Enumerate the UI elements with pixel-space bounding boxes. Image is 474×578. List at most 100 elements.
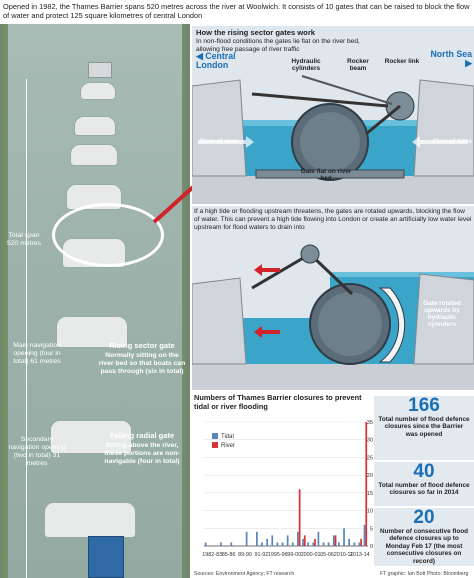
gate-raised-illustration <box>192 244 474 390</box>
falling-gate-body: Sitting above the river, these portions … <box>104 442 180 465</box>
y-tick-label: 25 <box>367 455 373 461</box>
total-span-line <box>26 79 27 578</box>
barrier-gate-hood <box>70 144 118 166</box>
bar-tidal <box>245 531 248 546</box>
aerial-photo <box>0 24 190 578</box>
stat-description: Total number of flood defence closures s… <box>378 482 470 497</box>
bar-tidal <box>343 528 345 546</box>
y-tick-label: 15 <box>367 491 373 497</box>
bar-tidal <box>271 535 274 546</box>
legend-swatch <box>212 433 218 439</box>
hydraulic-cylinders-label: Hydraulic cylinders <box>291 58 321 72</box>
bar-tidal <box>327 542 330 546</box>
bar-river <box>303 535 306 546</box>
bar-tidal <box>302 538 304 546</box>
bar-tidal <box>322 542 325 546</box>
gates-work-title: How the rising sector gates work <box>196 28 315 37</box>
bar-tidal <box>353 542 356 546</box>
bar-tidal <box>297 531 299 546</box>
closures-chart: 0 5 10 15 20 25 30 35 1982-83 85-86 89-90 91-92 1995… <box>202 420 373 558</box>
bar-tidal <box>276 542 279 546</box>
stat-2014-closures: 40 Total number of flood defence closure… <box>374 462 474 506</box>
bar-tidal <box>317 531 320 546</box>
gates-flat-text: In non-flood conditions the gates lie fl… <box>196 38 360 53</box>
barrier-gate-hood <box>44 502 136 538</box>
secondary-navigation-label: Secondary navigation opening (two in tot… <box>8 436 66 467</box>
bar-tidal <box>230 542 233 546</box>
north-sea-label: North Sea ▶ <box>428 50 472 68</box>
falling-gate-title: Falling radial gate <box>109 431 175 440</box>
y-tick-label: 5 <box>370 526 373 532</box>
rising-gate-body: Normally sitting on the river bed so tha… <box>98 352 186 375</box>
stat-number: 20 <box>413 507 435 528</box>
bar-tidal <box>363 524 366 546</box>
bar-tidal <box>358 542 361 546</box>
stat-number: 40 <box>413 461 435 482</box>
total-span-label: Total span 520 metres <box>6 232 41 247</box>
bar-river <box>365 422 368 546</box>
bar-tidal <box>307 542 310 546</box>
y-tick-label: 20 <box>367 473 373 479</box>
central-london-label: ◀ Central London <box>196 52 250 70</box>
bar-tidal <box>312 542 315 546</box>
x-tick-label: 2000-01 <box>301 552 321 558</box>
barrier-gate-hood <box>80 82 116 100</box>
barrier-gate-hood <box>74 116 116 136</box>
bar-tidal <box>204 542 207 546</box>
y-tick-label: 0 <box>370 544 373 550</box>
bar-river <box>314 538 316 546</box>
bar-river <box>298 489 301 546</box>
bar-tidal <box>332 535 335 546</box>
stat-description: Number of consecutive flood defence clos… <box>379 528 469 565</box>
falling-radial-gate-arm <box>88 536 124 578</box>
central-london-text: Central London <box>196 51 236 70</box>
bar-tidal <box>338 542 340 546</box>
river-water <box>8 24 182 578</box>
x-tick-label: 89-90 <box>238 552 252 558</box>
bar-tidal <box>348 538 351 546</box>
stat-consecutive-closures: 20 Number of consecutive flood defence c… <box>374 508 474 566</box>
rocker-beam-label: Rocker beam <box>347 58 369 72</box>
source-note: Sources: Environment Agency; FT research <box>194 571 295 577</box>
bar-tidal <box>291 542 294 546</box>
right-arrow-icon: ▶ <box>465 58 472 68</box>
x-tick-label: 85-86 <box>222 552 236 558</box>
x-tick-label: 1995-96 <box>268 552 288 558</box>
flow-of-river-label: Flow of river <box>200 138 238 145</box>
gate-flat-illustration <box>192 75 474 204</box>
chart-title: Numbers of Thames Barrier closures to pr… <box>194 393 362 411</box>
rising-gate-title: Rising sector gate <box>109 341 175 350</box>
x-tick-label: 1982-83 <box>202 552 222 558</box>
stat-total-closures: 166 Total number of flood defence closur… <box>374 396 474 460</box>
gates-raised-text: If a high tide or flooding upstream thre… <box>194 208 472 231</box>
x-tick-label: 99-00 <box>287 552 301 558</box>
x-tick-label: 91-92 <box>255 552 269 558</box>
barrier-gate-hood <box>50 420 132 454</box>
bar-tidal <box>281 542 284 546</box>
legend-swatch <box>212 442 218 448</box>
y-tick-label: 35 <box>367 420 373 426</box>
gate-flat-label: Gate flat on river bed <box>300 168 352 182</box>
highlight-circle <box>52 203 164 267</box>
legend-label: Tidal <box>221 434 234 440</box>
barrier-pier <box>88 62 112 78</box>
x-tick-label: 05-06 <box>320 552 334 558</box>
rocker-link-label: Rocker link <box>384 58 420 65</box>
y-tick-label: 10 <box>367 509 373 515</box>
north-sea-text: North Sea <box>430 49 472 59</box>
legend-label: River <box>221 443 235 449</box>
x-tick-label: 2013-14 <box>350 552 370 558</box>
barrier-gate-hood <box>56 316 128 348</box>
left-arrow-icon: ◀ <box>196 51 206 61</box>
credit-note: FT graphic: Ian Bott Photo: Bloomberg <box>380 571 469 577</box>
gate-rotated-label: Gate rotated upwards by hydraulic cylind… <box>423 300 461 328</box>
flow-of-tides-label: Flow of tides <box>432 138 472 145</box>
y-tick-label: 30 <box>367 438 373 444</box>
bar-tidal <box>261 542 263 546</box>
x-tick-label: 2010-11 <box>334 552 353 558</box>
bar-river <box>360 538 363 546</box>
stat-number: 166 <box>408 395 440 416</box>
bar-tidal <box>266 538 269 546</box>
main-navigation-label: Main navigation opening (four in total) … <box>13 342 61 365</box>
bar-tidal <box>256 531 258 546</box>
